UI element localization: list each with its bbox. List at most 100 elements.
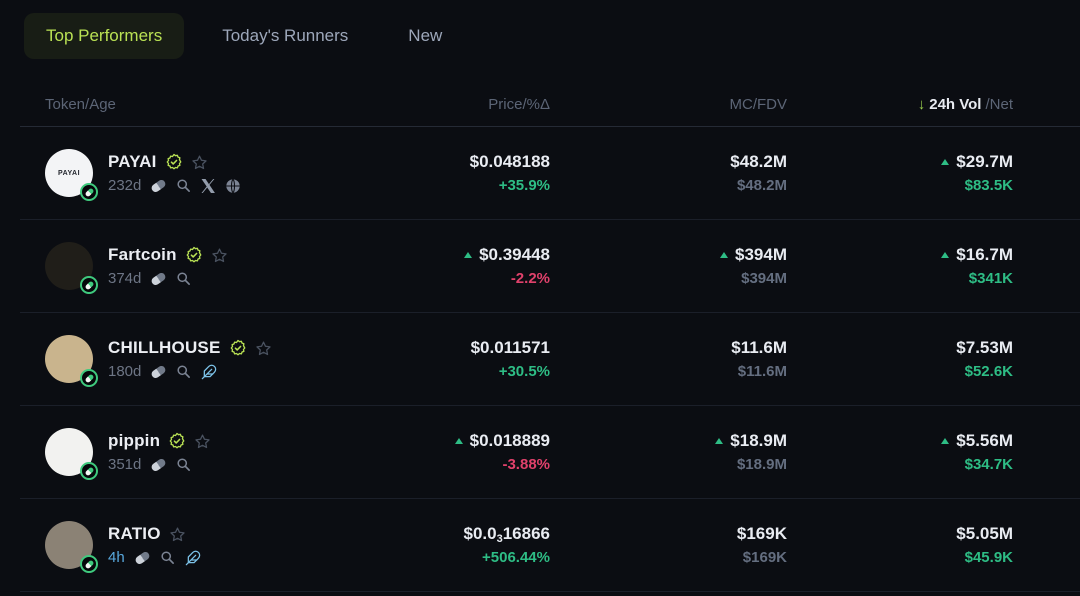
table-row[interactable]: CHILLHOUSE 180d $0.011571 +30.5% $11.6M …: [20, 313, 1080, 406]
x-icon[interactable]: [201, 179, 215, 193]
mc-cell: $48.2M $48.2M: [550, 152, 787, 194]
table-row[interactable]: Fartcoin 374d $0.39448 -2.2% $394M $394M…: [20, 220, 1080, 313]
header-vol-label: 24h Vol: [929, 96, 982, 113]
price-value: $0.018889: [469, 431, 550, 450]
price-value: $0.39448: [479, 245, 550, 264]
price-cell: $0.048188 +35.9%: [330, 152, 550, 194]
verified-badge-icon: [168, 432, 186, 450]
pill-icon[interactable]: [150, 177, 168, 194]
mc-cell: $18.9M $18.9M: [550, 431, 787, 473]
net-value: $83.5K: [964, 177, 1013, 194]
favorite-star-icon[interactable]: [191, 154, 208, 171]
up-triangle-icon: [715, 438, 724, 444]
up-triangle-icon: [454, 438, 463, 444]
pill-icon: [84, 466, 94, 476]
up-triangle-icon: [720, 252, 729, 258]
fdv-value: $169K: [742, 549, 787, 566]
net-value: $34.7K: [964, 456, 1013, 473]
net-value: $341K: [968, 270, 1013, 287]
token-avatar[interactable]: [45, 521, 98, 573]
pill-icon: [84, 559, 94, 569]
token-table: Token/Age Price/%Δ MC/FDV ↓ 24h Vol /Net…: [20, 59, 1080, 592]
header-mc-fdv[interactable]: MC/FDV: [729, 96, 788, 113]
token-age: 374d: [108, 270, 142, 287]
pump-platform-badge: [80, 555, 98, 573]
favorite-star-icon[interactable]: [255, 340, 272, 357]
pump-platform-badge: [80, 183, 98, 201]
tab-new[interactable]: New: [408, 26, 443, 45]
search-icon[interactable]: [160, 550, 175, 565]
token-info: Fartcoin 374d: [108, 245, 228, 287]
favorite-star-icon[interactable]: [169, 526, 186, 543]
header-24h-vol-net[interactable]: ↓ 24h Vol /Net: [787, 96, 1013, 113]
price-change: -3.88%: [502, 456, 550, 473]
table-row[interactable]: PAYAI PAYAI 232d $0.048188: [20, 127, 1080, 220]
mc-value: $169K: [736, 524, 787, 543]
up-triangle-icon: [464, 252, 473, 258]
token-age: 4h: [108, 549, 125, 566]
price-change: +30.5%: [498, 363, 550, 380]
token-cell: pippin 351d: [20, 428, 330, 480]
token-logo: PAYAI: [45, 149, 93, 197]
vol-value: $5.05M: [956, 524, 1013, 543]
fdv-value: $11.6M: [737, 363, 787, 380]
vol-cell: $5.56M $34.7K: [787, 431, 1013, 473]
vol-cell: $29.7M $83.5K: [787, 152, 1013, 194]
mc-cell: $394M $394M: [550, 245, 787, 287]
mc-value: $394M: [735, 245, 787, 264]
token-name: PAYAI: [108, 152, 157, 171]
tab-top-performers[interactable]: Top Performers: [24, 13, 185, 59]
search-icon[interactable]: [176, 271, 191, 286]
mc-cell: $169K $169K: [550, 524, 787, 566]
token-age: 180d: [108, 363, 142, 380]
verified-badge-icon: [185, 246, 203, 264]
tab-todays-runners[interactable]: Today's Runners: [222, 26, 349, 45]
vol-value: $29.7M: [956, 152, 1013, 171]
table-row[interactable]: RATIO 4h $0.0316866 +506.44% $169K $169K…: [20, 499, 1080, 592]
header-price-change[interactable]: Price/%Δ: [488, 96, 550, 113]
token-name: CHILLHOUSE: [108, 338, 221, 357]
token-info: PAYAI 232d: [108, 152, 241, 194]
token-name: pippin: [108, 431, 161, 450]
feather-icon[interactable]: [185, 550, 201, 566]
globe-icon[interactable]: [225, 178, 241, 194]
pill-icon[interactable]: [133, 549, 151, 566]
table-row[interactable]: pippin 351d $0.018889 -3.88% $18.9M $18.…: [20, 406, 1080, 499]
mc-value: $11.6M: [731, 338, 787, 357]
token-name: Fartcoin: [108, 245, 177, 264]
table-header: Token/Age Price/%Δ MC/FDV ↓ 24h Vol /Net: [20, 59, 1080, 127]
vol-value: $7.53M: [956, 338, 1013, 357]
pump-platform-badge: [80, 276, 98, 294]
tab-bar: Top Performers Today's Runners New: [0, 0, 1080, 59]
search-icon[interactable]: [176, 178, 191, 193]
up-triangle-icon: [941, 438, 950, 444]
favorite-star-icon[interactable]: [211, 247, 228, 264]
feather-icon[interactable]: [201, 364, 217, 380]
price-change: +35.9%: [498, 177, 550, 194]
pill-icon[interactable]: [150, 270, 168, 287]
token-info: RATIO 4h: [108, 524, 201, 566]
token-avatar[interactable]: [45, 242, 98, 294]
header-token-age: Token/Age: [45, 96, 116, 113]
up-triangle-icon: [941, 252, 950, 258]
token-cell: PAYAI PAYAI 232d: [20, 149, 330, 201]
token-age: 351d: [108, 456, 142, 473]
fdv-value: $48.2M: [736, 177, 787, 194]
pill-icon[interactable]: [150, 456, 168, 473]
search-icon[interactable]: [176, 457, 191, 472]
token-name: RATIO: [108, 524, 161, 543]
token-age: 232d: [108, 177, 142, 194]
token-avatar[interactable]: [45, 428, 98, 480]
favorite-star-icon[interactable]: [194, 433, 211, 450]
token-avatar[interactable]: [45, 335, 98, 387]
token-avatar[interactable]: PAYAI: [45, 149, 98, 201]
price-value: $0.0316866: [463, 524, 551, 545]
vol-cell: $7.53M $52.6K: [787, 338, 1013, 380]
search-icon[interactable]: [176, 364, 191, 379]
pill-icon[interactable]: [150, 363, 168, 380]
sort-desc-arrow-icon: ↓: [917, 96, 926, 113]
vol-cell: $5.05M $45.9K: [787, 524, 1013, 566]
pump-platform-badge: [80, 462, 98, 480]
token-info: pippin 351d: [108, 431, 211, 473]
verified-badge-icon: [165, 153, 183, 171]
